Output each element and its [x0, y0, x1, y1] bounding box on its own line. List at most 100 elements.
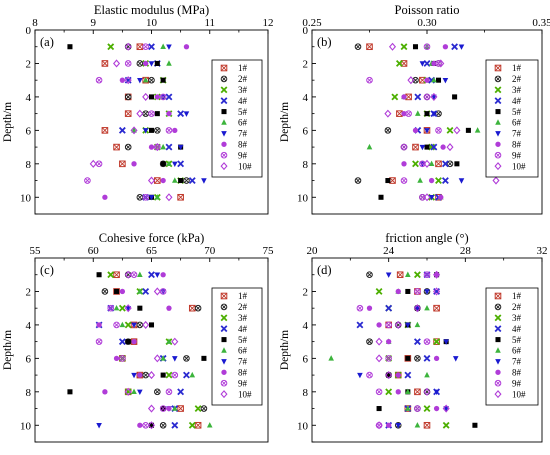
data-point-3: [412, 160, 419, 168]
panel-label: (d): [317, 263, 332, 277]
legend-label: 9#: [512, 150, 522, 160]
legend-marker-6: [221, 119, 227, 125]
data-point-3: [428, 143, 436, 151]
legend-label: 2#: [512, 302, 522, 312]
data-point-8: [102, 194, 108, 200]
data-point-8: [172, 127, 178, 134]
data-point-8: [137, 372, 143, 378]
data-point-8: [183, 44, 190, 50]
data-point-6: [154, 194, 161, 200]
x-tick-label: 24: [383, 245, 395, 257]
data-point-4: [404, 371, 412, 379]
data-point-10: [433, 270, 441, 279]
data-point-2: [412, 76, 419, 84]
legend-marker-3: [494, 314, 502, 322]
data-point-2: [354, 43, 362, 51]
data-point-2: [159, 421, 167, 429]
data-point-4: [430, 143, 438, 151]
data-point-8: [160, 272, 166, 278]
legend-marker-10: [494, 390, 502, 399]
data-point-6: [428, 160, 435, 167]
data-point-5: [114, 288, 120, 294]
data-point-5: [386, 372, 392, 378]
data-point-6: [172, 405, 178, 411]
data-point-10: [413, 304, 421, 313]
legend-marker-3: [494, 86, 502, 94]
data-point-5: [148, 422, 155, 428]
data-point-6: [113, 304, 120, 311]
x-tick-label: 65: [146, 245, 158, 257]
data-point-5: [67, 44, 73, 50]
data-point-9: [159, 93, 167, 101]
y-tick-label: 4: [26, 92, 32, 104]
data-point-7: [166, 44, 172, 50]
data-point-10: [142, 320, 150, 329]
y-tick-label: 6: [26, 125, 32, 137]
data-point-5: [378, 194, 384, 200]
data-point-5: [376, 406, 382, 412]
data-point-6: [119, 321, 126, 328]
y-tick-label: 8: [26, 387, 32, 399]
data-point-3: [124, 321, 132, 329]
data-point-2: [124, 271, 132, 279]
data-point-10: [124, 387, 132, 396]
data-point-8: [401, 110, 407, 117]
data-point-7: [419, 144, 426, 151]
data-point-5: [160, 77, 166, 83]
data-point-7: [172, 356, 178, 362]
data-point-2: [200, 405, 208, 412]
y-axis-label: Depth/m: [279, 102, 291, 142]
data-point-1: [113, 271, 120, 279]
y-tick-label: 6: [303, 125, 309, 137]
data-point-2: [124, 43, 132, 51]
legend-label: 4#: [512, 324, 522, 334]
data-point-9: [375, 388, 383, 396]
data-point-7: [183, 111, 190, 117]
data-point-10: [375, 354, 383, 363]
data-point-3: [433, 338, 441, 346]
legend-marker-2: [494, 303, 502, 311]
data-point-10: [423, 193, 431, 202]
legend-label: 5#: [512, 335, 522, 345]
data-point-2: [136, 193, 144, 201]
legend: 1#2#3#4#5#6#7#8#9#10#: [485, 59, 539, 178]
data-point-6: [431, 76, 437, 83]
data-point-10: [375, 421, 383, 430]
data-point-5: [454, 161, 460, 167]
legend-marker-6: [221, 347, 227, 353]
data-point-10: [124, 304, 132, 313]
legend-label: 6#: [512, 118, 522, 128]
data-point-5: [96, 272, 102, 278]
legend-box: [485, 59, 539, 178]
data-point-7: [357, 372, 363, 379]
x-tick-label: 60: [88, 245, 100, 257]
data-point-3: [124, 388, 132, 396]
data-point-1: [101, 127, 109, 134]
data-point-10: [153, 354, 161, 363]
legend: 1#2#3#4#5#6#7#8#9#10#: [211, 59, 263, 178]
data-point-6: [166, 338, 172, 344]
data-point-3: [435, 177, 442, 184]
axis-title: Elastic modulus (MPa): [94, 3, 209, 17]
axis-title: Poisson ratio: [395, 3, 460, 17]
data-point-4: [142, 288, 150, 295]
y-tick-label: 10: [20, 192, 32, 204]
data-point-9: [154, 143, 161, 151]
data-point-7: [431, 111, 437, 117]
data-point-2: [366, 271, 373, 279]
data-point-8: [395, 288, 401, 295]
data-point-9: [400, 143, 408, 151]
data-point-4: [124, 76, 132, 84]
data-point-7: [154, 272, 161, 278]
legend-marker-3: [220, 86, 228, 94]
data-point-8: [431, 60, 437, 67]
data-point-8: [395, 372, 401, 378]
legend-label: 2#: [238, 302, 248, 312]
x-tick-label: 8: [32, 17, 38, 29]
data-point-9: [119, 355, 126, 362]
data-point-2: [136, 60, 144, 67]
legend-marker-7: [221, 131, 227, 137]
data-point-8: [96, 322, 102, 328]
data-point-5: [405, 288, 411, 294]
data-point-10: [136, 109, 144, 118]
